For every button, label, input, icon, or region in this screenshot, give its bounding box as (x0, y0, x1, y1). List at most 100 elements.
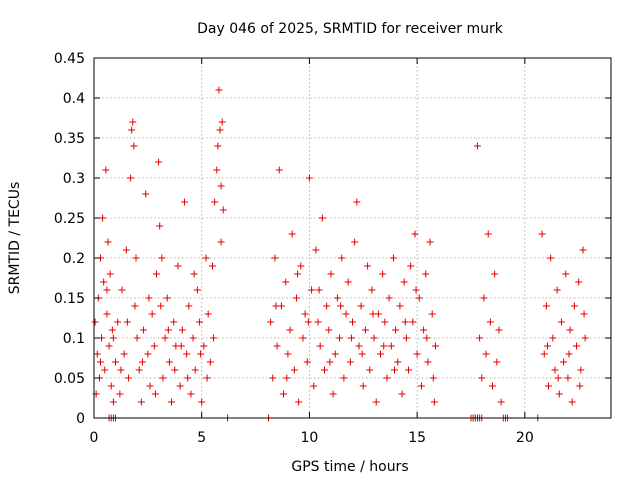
data-point (323, 302, 331, 310)
data-point (104, 238, 112, 246)
data-point (213, 166, 221, 174)
data-point (267, 318, 275, 326)
data-point (545, 382, 553, 390)
data-point (155, 158, 163, 166)
y-tick-label: 0.3 (63, 171, 85, 187)
data-point (128, 126, 136, 134)
data-point (562, 270, 570, 278)
data-point (93, 350, 101, 358)
data-point (183, 350, 191, 358)
data-point (107, 382, 115, 390)
x-tick-label: 0 (90, 430, 99, 446)
y-tick-label: 0.15 (54, 291, 85, 307)
data-point (272, 302, 280, 310)
data-point (358, 350, 366, 358)
data-point (342, 310, 350, 318)
data-point (564, 374, 572, 382)
data-point (315, 286, 323, 294)
data-point (96, 358, 104, 366)
data-point (116, 390, 124, 398)
data-point (187, 390, 195, 398)
data-point (108, 326, 116, 334)
data-point (383, 374, 391, 382)
data-point (424, 358, 432, 366)
axis-ticks: 0 0.05 0.1 0.15 0.2 0.25 0.3 0.35 0.4 0.45 0 5 10 15 2… (54, 51, 611, 446)
data-point (560, 358, 568, 366)
data-point (144, 350, 152, 358)
data-point (431, 342, 439, 350)
data-point (283, 374, 291, 382)
data-point (294, 270, 302, 278)
data-point (177, 342, 185, 350)
data-point (120, 350, 128, 358)
data-point (103, 310, 111, 318)
data-point (566, 326, 574, 334)
data-point (198, 398, 206, 406)
data-point (197, 350, 205, 358)
data-point (208, 262, 216, 270)
data-point (402, 334, 410, 342)
data-point (405, 366, 413, 374)
data-point (271, 254, 279, 262)
data-point (369, 310, 377, 318)
data-point (303, 358, 311, 366)
data-point (415, 294, 423, 302)
data-point (138, 358, 146, 366)
data-point (493, 358, 501, 366)
data-point (133, 334, 141, 342)
data-point (347, 334, 355, 342)
data-point (174, 262, 182, 270)
data-point (570, 302, 578, 310)
data-point (196, 318, 204, 326)
data-point (482, 350, 490, 358)
data-point (131, 302, 139, 310)
data-point (145, 294, 153, 302)
data-point (215, 86, 223, 94)
data-point (132, 254, 140, 262)
data-point (112, 358, 120, 366)
data-point (171, 366, 179, 374)
data-point (269, 374, 277, 382)
data-point (557, 318, 565, 326)
data-point (295, 398, 303, 406)
data-point (417, 382, 425, 390)
data-point (361, 326, 369, 334)
x-tick-label: 10 (301, 430, 319, 446)
data-point (159, 374, 167, 382)
data-point (310, 382, 318, 390)
data-point (109, 398, 117, 406)
data-point (555, 390, 563, 398)
data-point (157, 302, 165, 310)
data-point (106, 270, 114, 278)
plot-area-frame (93, 57, 612, 419)
data-point (189, 334, 197, 342)
data-point (540, 350, 548, 358)
data-points (91, 86, 589, 422)
data-point (486, 318, 494, 326)
data-point (190, 270, 198, 278)
data-point (357, 302, 365, 310)
data-point (305, 174, 313, 182)
data-point (366, 366, 374, 374)
data-point (122, 246, 130, 254)
data-point (340, 374, 348, 382)
x-tick-label: 5 (197, 430, 206, 446)
data-point (214, 142, 222, 150)
data-point (351, 238, 359, 246)
data-point (275, 166, 283, 174)
data-point (495, 326, 503, 334)
data-point (114, 318, 122, 326)
data-point (573, 342, 581, 350)
data-point (170, 318, 178, 326)
data-point (219, 206, 227, 214)
data-point (140, 326, 148, 334)
chart-title: Day 046 of 2025, SRMTID for receiver mur… (197, 21, 504, 37)
data-point (380, 342, 388, 350)
data-point (280, 390, 288, 398)
data-point (180, 198, 188, 206)
data-point (554, 374, 562, 382)
data-point (184, 374, 192, 382)
data-point (156, 222, 164, 230)
data-point (407, 262, 415, 270)
